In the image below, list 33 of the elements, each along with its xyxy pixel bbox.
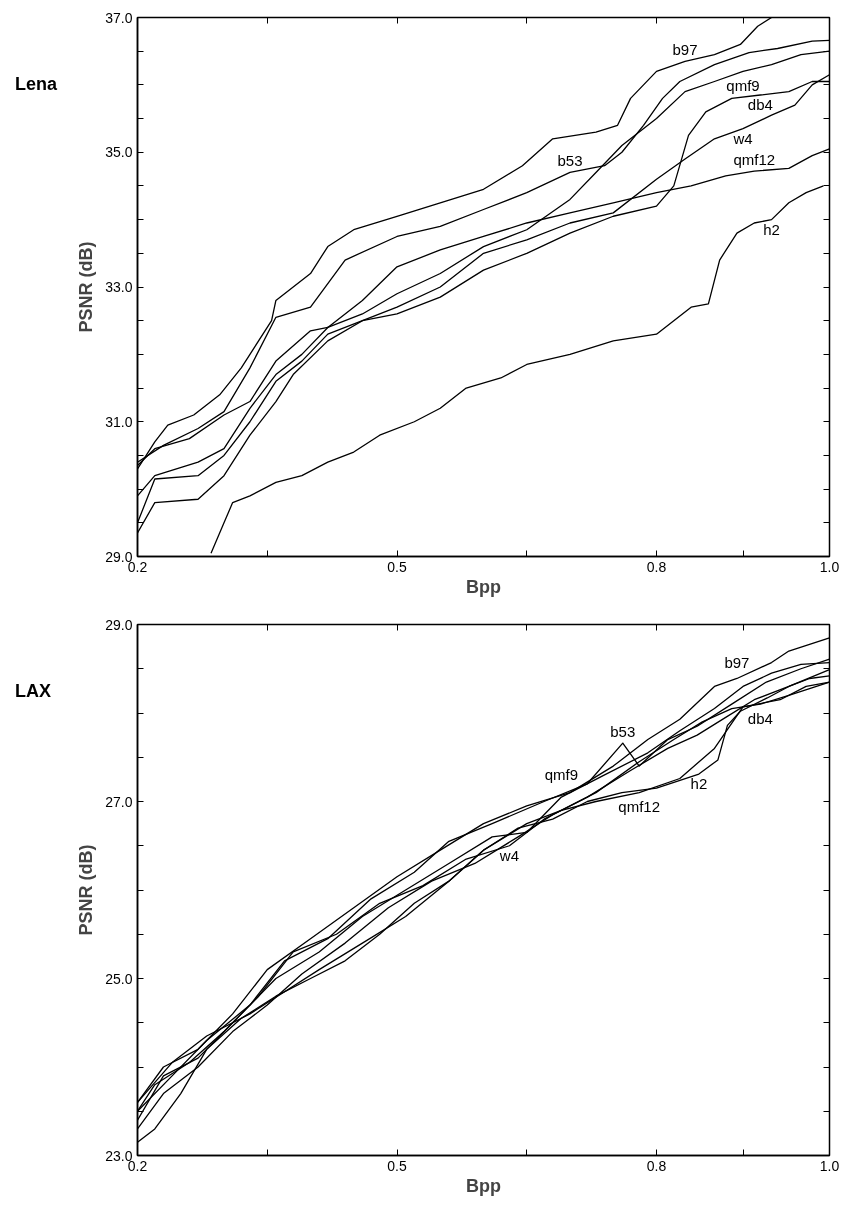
y-tick-label: 37.0: [105, 9, 133, 26]
x-tick-label: 0.8: [646, 1157, 667, 1174]
y-tick-label: 33.0: [105, 279, 133, 295]
series-label: db4: [747, 95, 773, 113]
x-tick-label: 0.8: [646, 558, 667, 575]
series-label: h2: [690, 774, 708, 792]
y-tick-label: 35.0: [105, 144, 133, 161]
x-axis-title: Bpp: [466, 1175, 502, 1196]
x-tick-label: 0.5: [387, 1157, 407, 1174]
x-tick-label: 1.0: [819, 1157, 840, 1174]
y-tick-label: 29.0: [105, 616, 133, 633]
y-tick-label: 27.0: [105, 793, 133, 810]
series-label: qmf12: [733, 151, 776, 169]
series-label: qmf9: [726, 77, 760, 95]
series-label: db4: [747, 709, 773, 727]
series-label: h2: [763, 220, 780, 238]
series-label: w4: [498, 846, 520, 864]
text: LAX: [15, 680, 51, 703]
y-axis-title: PSNR (dB): [76, 241, 97, 333]
series-label: b53: [610, 723, 636, 741]
series-label: qmf12: [618, 798, 661, 816]
series-label: b97: [724, 653, 750, 671]
series-label: w4: [732, 129, 753, 147]
y-tick-label: 25.0: [105, 970, 133, 987]
x-tick-label: 1.0: [819, 558, 840, 575]
text: Lena: [15, 73, 58, 96]
series-label: qmf9: [544, 766, 579, 784]
series-label: b97: [672, 41, 698, 59]
series-label: b53: [557, 152, 583, 170]
y-axis-title: PSNR (dB): [76, 844, 97, 936]
x-axis-title: Bpp: [466, 576, 502, 597]
x-tick-label: 0.5: [387, 558, 407, 575]
y-tick-label: 31.0: [105, 413, 133, 430]
